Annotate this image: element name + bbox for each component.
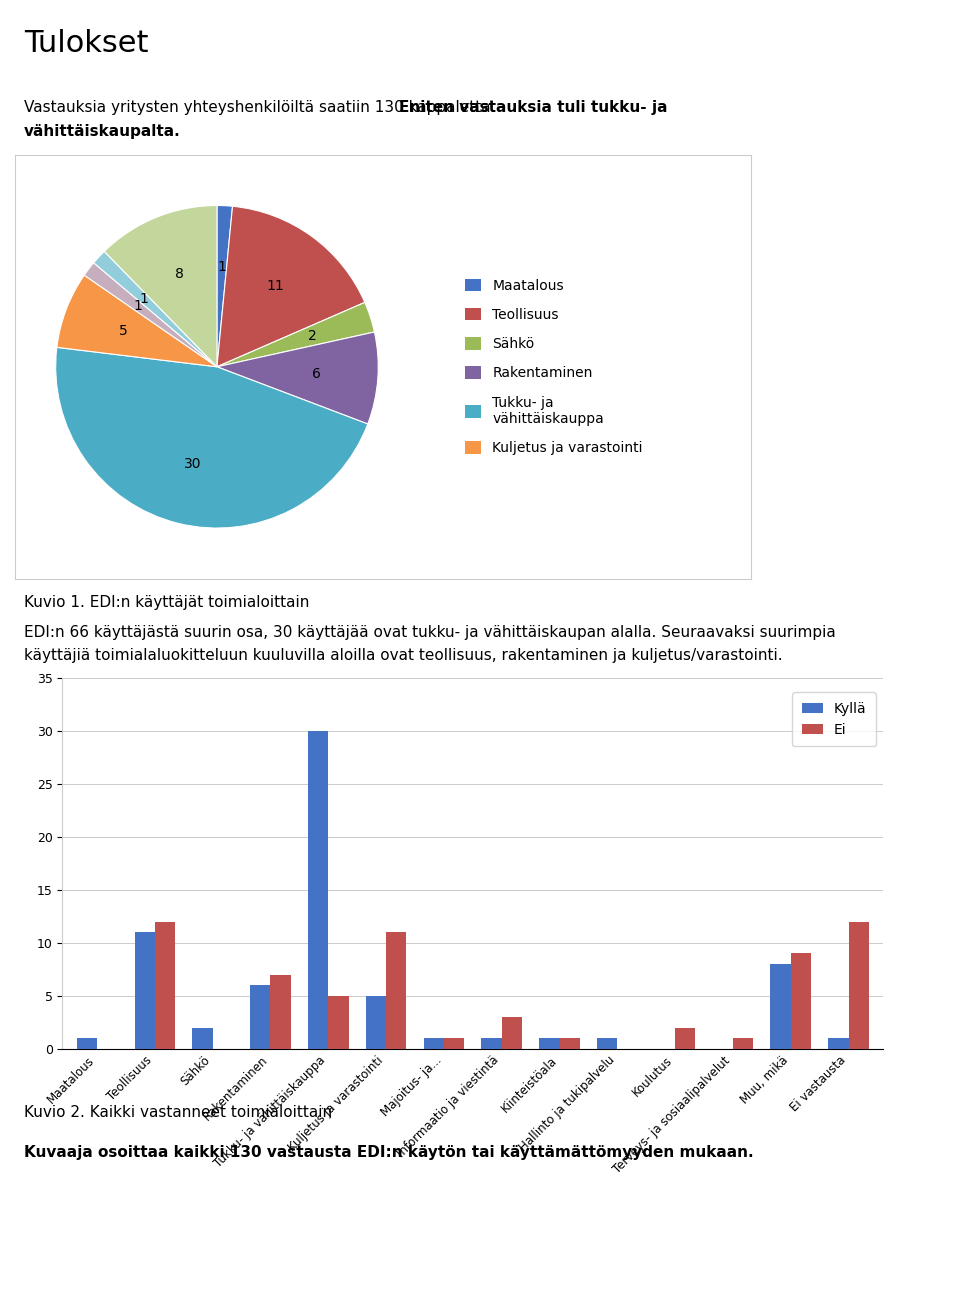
Bar bbox=[271, 975, 291, 1049]
Text: vähittäiskaupalta.: vähittäiskaupalta. bbox=[24, 124, 180, 139]
Wedge shape bbox=[217, 206, 232, 367]
Text: Vastauksia yritysten yhteyshenkilöiltä saatiin 130 kappaletta.: Vastauksia yritysten yhteyshenkilöiltä s… bbox=[24, 100, 500, 116]
Bar bbox=[560, 1038, 580, 1049]
Bar bbox=[444, 1038, 464, 1049]
Text: 1: 1 bbox=[217, 259, 227, 274]
Bar bbox=[328, 995, 348, 1049]
Text: Kuvaaja osoittaa kaikki 130 vastausta EDI:n käytön tai käyttämättömyyden mukaan.: Kuvaaja osoittaa kaikki 130 vastausta ED… bbox=[24, 1145, 754, 1161]
Bar bbox=[192, 1028, 213, 1049]
Text: 30: 30 bbox=[184, 457, 202, 470]
Legend: Kyllä, Ei: Kyllä, Ei bbox=[792, 692, 876, 747]
Bar bbox=[366, 995, 386, 1049]
Wedge shape bbox=[105, 206, 217, 367]
Wedge shape bbox=[217, 332, 378, 423]
Text: Kuvio 1. EDI:n käyttäjät toimialoittain: Kuvio 1. EDI:n käyttäjät toimialoittain bbox=[24, 595, 309, 611]
Wedge shape bbox=[57, 275, 217, 367]
Text: 11: 11 bbox=[267, 279, 284, 293]
Wedge shape bbox=[84, 263, 217, 367]
Text: 1: 1 bbox=[139, 292, 148, 306]
Text: 5: 5 bbox=[119, 324, 128, 339]
Bar bbox=[732, 1038, 754, 1049]
Wedge shape bbox=[217, 206, 365, 367]
Text: Kuvio 2. Kaikki vastanneet toimialoittain: Kuvio 2. Kaikki vastanneet toimialoittai… bbox=[24, 1105, 332, 1121]
Legend: Maatalous, Teollisuus, Sähkö, Rakentaminen, Tukku- ja
vähittäiskauppa, Kuljetus : Maatalous, Teollisuus, Sähkö, Rakentamin… bbox=[458, 271, 650, 463]
Bar bbox=[771, 964, 791, 1049]
Bar bbox=[828, 1038, 849, 1049]
Bar bbox=[251, 985, 271, 1049]
Wedge shape bbox=[56, 348, 368, 528]
Bar bbox=[77, 1038, 97, 1049]
Bar bbox=[597, 1038, 617, 1049]
Bar bbox=[386, 932, 406, 1049]
Bar bbox=[791, 954, 811, 1049]
Text: käyttäjiä toimialaluokitteluun kuuluvilla aloilla ovat teollisuus, rakentaminen : käyttäjiä toimialaluokitteluun kuuluvill… bbox=[24, 648, 782, 663]
Bar bbox=[308, 731, 328, 1049]
Bar bbox=[155, 921, 175, 1049]
Wedge shape bbox=[217, 302, 374, 367]
Text: 2: 2 bbox=[308, 328, 317, 343]
Text: EDI:n 66 käyttäjästä suurin osa, 30 käyttäjää ovat tukku- ja vähittäiskaupan ala: EDI:n 66 käyttäjästä suurin osa, 30 käyt… bbox=[24, 625, 836, 641]
Bar bbox=[134, 932, 155, 1049]
Wedge shape bbox=[94, 251, 217, 367]
Bar bbox=[502, 1018, 522, 1049]
Text: Tulokset: Tulokset bbox=[24, 29, 149, 57]
Bar bbox=[849, 921, 869, 1049]
Bar bbox=[675, 1028, 695, 1049]
Text: 6: 6 bbox=[312, 367, 322, 380]
Text: Eniten vastauksia tuli tukku- ja: Eniten vastauksia tuli tukku- ja bbox=[399, 100, 667, 116]
Bar bbox=[482, 1038, 502, 1049]
Text: 8: 8 bbox=[175, 267, 183, 281]
Text: 1: 1 bbox=[133, 300, 142, 313]
Bar bbox=[423, 1038, 444, 1049]
Bar bbox=[540, 1038, 560, 1049]
